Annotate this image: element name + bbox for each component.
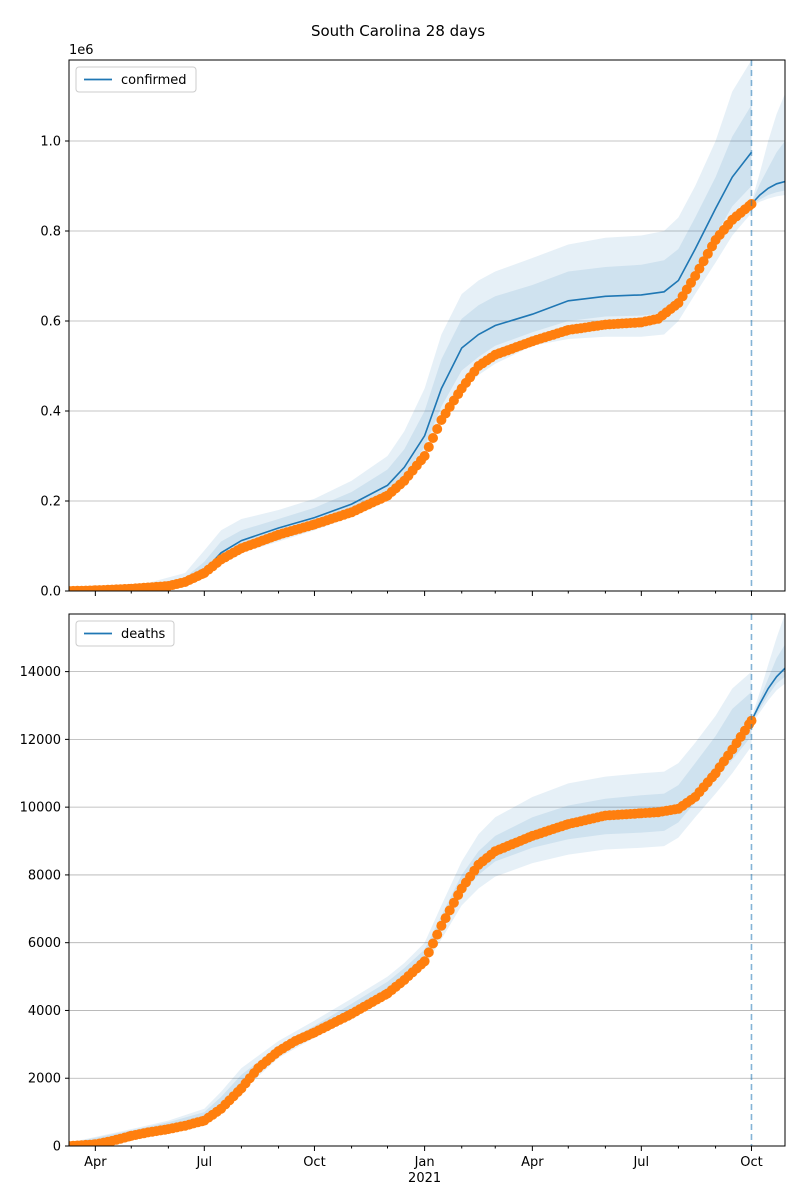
figure-title: South Carolina 28 days	[311, 22, 485, 40]
plot-area	[69, 614, 785, 1146]
observed-points	[69, 715, 757, 1146]
y-tick-label: 12000	[20, 733, 61, 748]
model-line	[750, 667, 785, 722]
y-tick-label: 10000	[20, 801, 61, 816]
legend: deaths	[75, 620, 175, 647]
x-tick-label: Oct	[303, 1155, 325, 1170]
observed-point	[448, 897, 459, 908]
observed-point	[746, 715, 757, 726]
y-tick-label: 0.4	[40, 405, 61, 420]
y-tick-label: 0.0	[40, 585, 61, 600]
x-tick-label: Jul	[195, 1155, 212, 1170]
x-tick-label: Oct	[740, 1155, 762, 1170]
deaths-panel: 0 2000 4000 6000 8000 10000 12000 14000 Apr Jul Oc…	[20, 613, 786, 1186]
axes-frame	[68, 59, 786, 592]
observed-point	[436, 920, 447, 931]
x-tick-label: Apr	[521, 1155, 544, 1170]
x-tick-label: Apr	[84, 1155, 107, 1170]
observed-point	[702, 248, 713, 259]
y-tick-label: 0	[53, 1140, 61, 1155]
legend-label: confirmed	[121, 73, 187, 88]
observed-point	[419, 451, 430, 461]
uncertainty-band	[751, 141, 785, 206]
observed-point	[440, 913, 451, 924]
observed-point	[428, 433, 438, 443]
y-tick-label: 1.0	[40, 135, 61, 150]
observed-point	[423, 947, 434, 958]
observed-point	[423, 442, 434, 452]
y-tick-label: 6000	[28, 936, 61, 951]
uncertainty-band	[751, 93, 785, 207]
observed-point	[444, 905, 455, 916]
x-tick-label: Jan	[414, 1155, 435, 1170]
plot-area	[69, 60, 785, 591]
y-tick-label: 8000	[28, 868, 61, 883]
observed-point	[432, 424, 443, 434]
x-year-label: 2021	[408, 1171, 441, 1186]
legend: confirmed	[75, 66, 197, 93]
axes-frame	[68, 613, 786, 1147]
uncertainty-band	[69, 691, 752, 1146]
y-tick-label: 2000	[28, 1072, 61, 1087]
legend-box	[75, 620, 175, 647]
y-tick-label: 4000	[28, 1004, 61, 1019]
observed-point	[690, 271, 701, 281]
y-tick-label: 14000	[20, 665, 61, 680]
observed-point	[419, 956, 430, 967]
y-tick-label: 0.8	[40, 225, 61, 240]
legend-label: deaths	[121, 627, 166, 642]
legend-box	[75, 66, 197, 93]
observed-point	[694, 263, 705, 274]
uncertainty-band	[751, 614, 785, 725]
observed-point	[432, 929, 443, 940]
confirmed-panel: 0.0 0.2 0.4 0.6 0.8 1.0 1e6 confirmed	[40, 43, 786, 600]
observed-point	[698, 256, 709, 267]
observed-point	[428, 938, 438, 949]
model-line	[750, 180, 785, 205]
uncertainty-band	[69, 671, 752, 1146]
uncertainty-band	[69, 105, 752, 591]
y-offset-label: 1e6	[69, 43, 94, 58]
observed-points	[69, 199, 757, 591]
model-line	[69, 151, 753, 591]
x-tick-label: Jul	[632, 1155, 649, 1170]
y-tick-label: 0.6	[40, 315, 61, 330]
y-tick-label: 0.2	[40, 495, 61, 510]
